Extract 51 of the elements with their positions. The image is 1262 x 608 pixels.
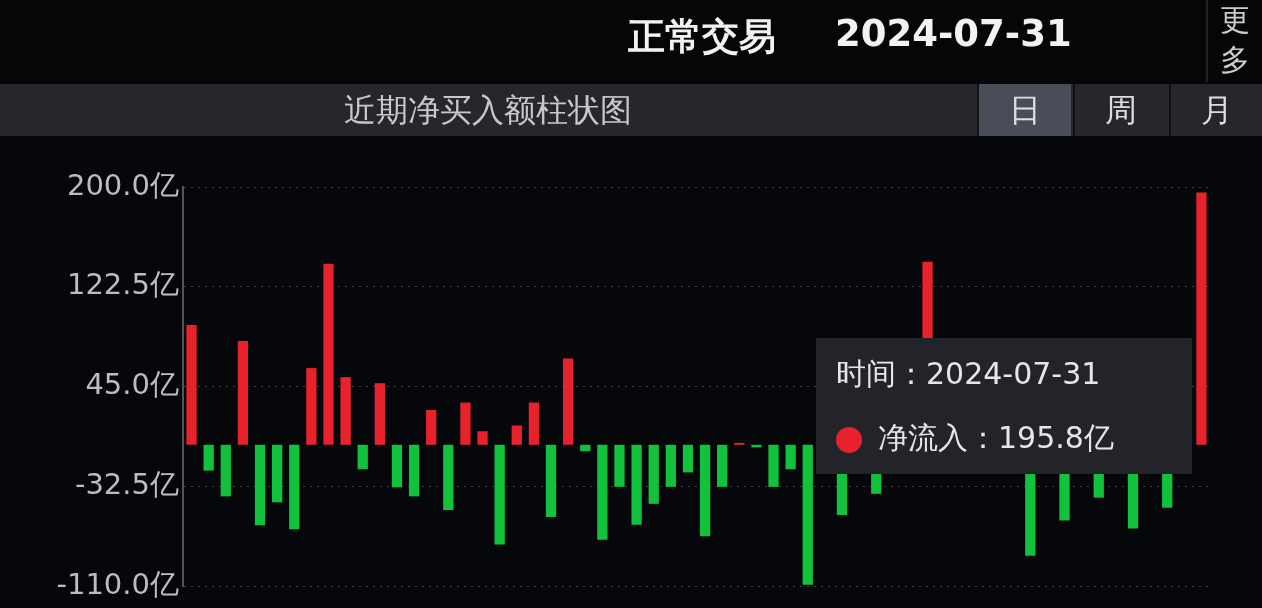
bar bbox=[545, 444, 557, 517]
bar bbox=[340, 377, 351, 445]
bar bbox=[682, 444, 694, 473]
annotation: 净流入：195.8亿 bbox=[878, 419, 1114, 457]
bar bbox=[237, 340, 249, 445]
bar bbox=[648, 444, 659, 504]
text: 更多 bbox=[1206, 0, 1262, 82]
bar bbox=[289, 444, 300, 530]
bar bbox=[511, 425, 522, 445]
text: 正常交易 bbox=[628, 14, 776, 60]
y-tick-label: 200.0亿 bbox=[66, 167, 179, 202]
bar bbox=[306, 368, 317, 445]
bar bbox=[802, 444, 813, 585]
tooltip-panel: 时间：2024-07-31 净流入：195.8亿 bbox=[816, 338, 1192, 474]
bar bbox=[374, 383, 385, 445]
bar bbox=[203, 444, 214, 471]
bar bbox=[443, 444, 454, 510]
chart-title: 近期净买入额柱状图 bbox=[343, 90, 633, 131]
bar bbox=[460, 402, 471, 445]
y-tick-label: 122.5亿 bbox=[66, 267, 179, 302]
bar bbox=[785, 444, 796, 470]
annotation: 时间：2024-07-31 bbox=[836, 355, 1101, 393]
bar bbox=[186, 324, 197, 445]
bar bbox=[717, 444, 728, 487]
bar bbox=[477, 431, 488, 445]
y-tick-label: -110.0亿 bbox=[56, 567, 179, 602]
bar bbox=[220, 444, 231, 497]
bar bbox=[665, 444, 676, 487]
bar bbox=[580, 444, 591, 452]
text: 周 bbox=[1073, 84, 1167, 136]
bar bbox=[1196, 192, 1207, 445]
text: 2024-07-31 bbox=[835, 12, 1072, 55]
bar bbox=[391, 444, 403, 488]
y-tick-label: -32.5亿 bbox=[74, 467, 179, 502]
y-tick-label: 45.0亿 bbox=[85, 367, 179, 402]
bar bbox=[426, 410, 437, 445]
text: 日 bbox=[977, 84, 1071, 136]
bar bbox=[494, 444, 505, 545]
bar bbox=[323, 263, 334, 445]
bar bbox=[614, 444, 625, 487]
bar bbox=[562, 358, 574, 445]
bar bbox=[528, 402, 540, 445]
bar bbox=[768, 444, 779, 487]
bar bbox=[357, 444, 368, 470]
bar bbox=[408, 444, 420, 497]
bar bbox=[254, 444, 266, 526]
text: 月 bbox=[1169, 84, 1262, 136]
bar bbox=[597, 444, 608, 540]
bar bbox=[272, 444, 283, 503]
bar bbox=[699, 444, 711, 537]
bar bbox=[631, 444, 642, 525]
